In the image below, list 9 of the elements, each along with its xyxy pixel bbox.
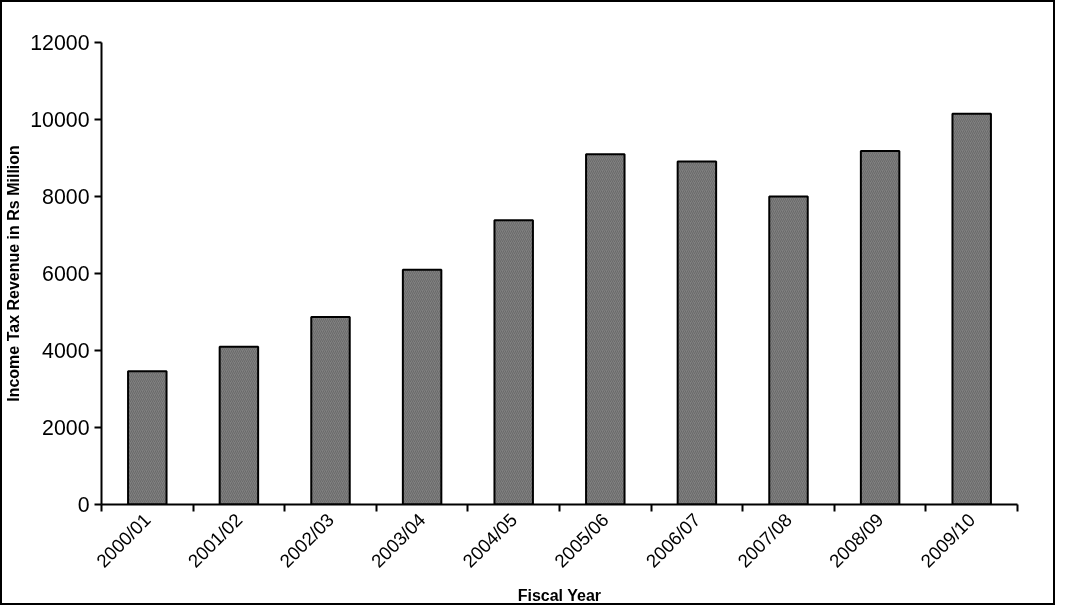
x-axis-title: Fiscal Year: [517, 587, 602, 605]
y-tick-label: 10000: [30, 108, 90, 132]
y-tick-label: 12000: [30, 31, 90, 55]
y-tick-label: 8000: [42, 185, 90, 209]
y-tick-label: 0: [77, 493, 90, 517]
y-axis-title: Income Tax Revenue in Rs Million: [5, 145, 23, 402]
y-tick-label: 6000: [42, 262, 90, 286]
y-tick-label: 4000: [42, 339, 90, 363]
y-tick-label: 2000: [42, 416, 90, 440]
